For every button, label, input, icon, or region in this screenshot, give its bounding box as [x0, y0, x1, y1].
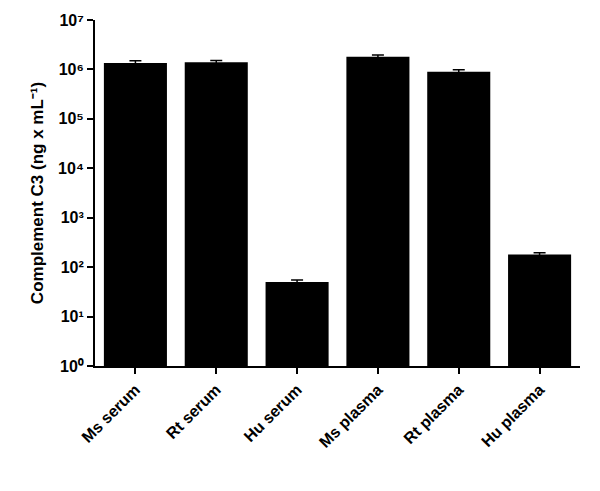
- svg-text:Rt plasma: Rt plasma: [400, 381, 466, 447]
- svg-text:Hu plasma: Hu plasma: [478, 381, 547, 450]
- svg-text:Ms serum: Ms serum: [78, 381, 143, 446]
- svg-text:Ms plasma: Ms plasma: [316, 381, 386, 451]
- svg-text:10⁷: 10⁷: [59, 12, 83, 29]
- svg-text:Hu serum: Hu serum: [241, 381, 305, 445]
- svg-text:10²: 10²: [61, 259, 84, 276]
- svg-text:10¹: 10¹: [61, 308, 84, 325]
- svg-text:10³: 10³: [61, 209, 84, 226]
- svg-text:10⁰: 10⁰: [60, 358, 84, 375]
- svg-text:Rt serum: Rt serum: [163, 381, 224, 442]
- svg-text:10⁴: 10⁴: [58, 160, 84, 177]
- svg-text:10⁶: 10⁶: [59, 61, 84, 78]
- svg-text:Complement C3 (ng x mL⁻¹): Complement C3 (ng x mL⁻¹): [28, 82, 47, 304]
- svg-text:10⁵: 10⁵: [58, 110, 83, 127]
